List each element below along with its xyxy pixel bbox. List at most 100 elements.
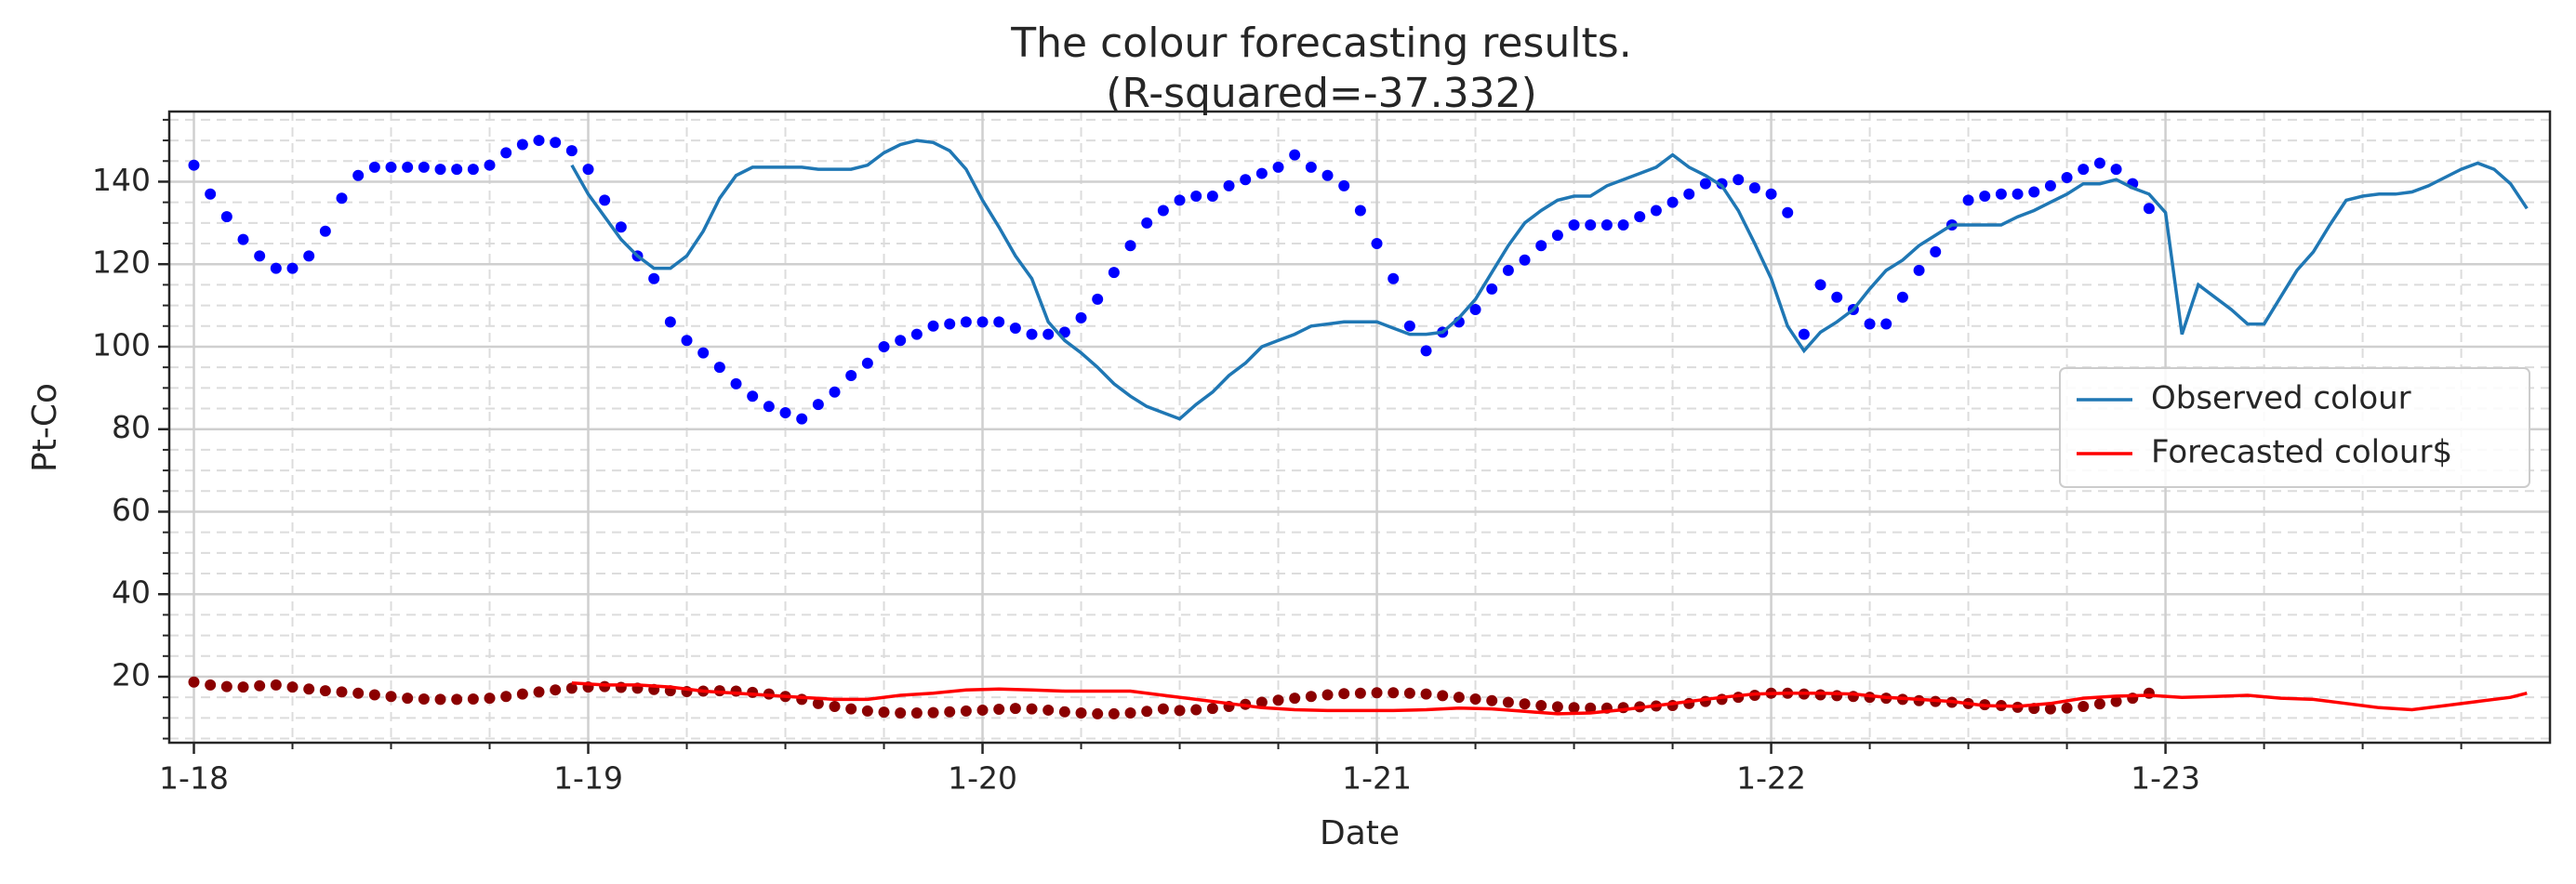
data-point [1453, 692, 1465, 704]
data-point [188, 676, 200, 688]
data-point [385, 161, 397, 173]
data-point [1650, 205, 1662, 217]
data-point [1585, 219, 1597, 231]
data-point [1009, 322, 1021, 334]
data-point [1437, 690, 1449, 702]
data-point [1486, 694, 1498, 706]
data-point [1782, 206, 1794, 218]
data-point [467, 164, 479, 176]
data-point [1255, 167, 1268, 179]
data-point [2143, 203, 2155, 215]
x-tick-label: 1-23 [2131, 760, 2200, 797]
data-point [1634, 211, 1646, 223]
data-point [1519, 698, 1531, 710]
data-point [352, 169, 365, 181]
data-point [2093, 698, 2105, 710]
data-point [878, 340, 890, 352]
data-point [1272, 161, 1284, 173]
legend-box [2059, 367, 2530, 488]
data-point [1075, 311, 1087, 323]
legend-label: Observed colour [2151, 380, 2411, 417]
data-point [713, 362, 725, 374]
data-point [1880, 318, 1892, 330]
data-point [188, 159, 200, 171]
data-point [1962, 194, 1974, 206]
data-point [368, 689, 380, 701]
data-point [861, 705, 873, 717]
data-point [1469, 304, 1481, 316]
data-point [927, 320, 939, 332]
data-point [205, 679, 217, 691]
data-point [763, 401, 775, 413]
data-point [220, 680, 232, 693]
data-point [1371, 238, 1383, 250]
data-point [1420, 345, 1432, 357]
data-point [1403, 320, 1415, 332]
data-point [516, 139, 528, 151]
data-point [451, 693, 463, 706]
data-point [220, 211, 232, 223]
data-point [550, 684, 562, 696]
data-point [1124, 240, 1136, 252]
data-point [484, 159, 496, 171]
data-point [2093, 157, 2105, 169]
data-point [1814, 279, 1826, 291]
data-point [237, 233, 249, 245]
data-point [927, 706, 939, 719]
data-point [1272, 694, 1284, 706]
data-point [237, 681, 249, 693]
data-point [910, 328, 923, 340]
data-point [1354, 205, 1366, 217]
data-point [1338, 688, 1350, 700]
data-point [697, 347, 710, 359]
y-tick-label: 20 [112, 656, 151, 693]
data-point [812, 399, 824, 411]
y-tick-label: 120 [92, 244, 151, 281]
x-tick-label: 1-18 [159, 760, 229, 797]
data-point [286, 681, 299, 693]
data-point [582, 164, 594, 176]
data-point [550, 137, 562, 149]
data-point [1568, 219, 1580, 231]
data-point [960, 705, 972, 717]
data-point [993, 316, 1005, 328]
data-point [1190, 704, 1202, 716]
data-point [1699, 178, 1711, 190]
data-point [434, 164, 446, 176]
data-point [1092, 707, 1104, 719]
data-point [1223, 179, 1235, 191]
x-axis-label: Date [1320, 814, 1400, 852]
data-point [1206, 190, 1218, 202]
x-tick-label: 1-20 [948, 760, 1017, 797]
data-point [319, 225, 331, 237]
y-tick-label: 40 [112, 574, 151, 611]
data-point [1157, 703, 1169, 715]
data-point [1716, 178, 1728, 190]
data-point [565, 145, 578, 157]
data-point [500, 147, 512, 159]
data-point [664, 316, 676, 328]
x-tick-label: 1-21 [1342, 760, 1412, 797]
data-point [1289, 149, 1301, 161]
data-point [2044, 703, 2056, 715]
data-point [1141, 217, 1153, 229]
data-point [615, 221, 627, 233]
data-point [1240, 174, 1252, 186]
data-point [270, 262, 282, 274]
data-point [533, 135, 545, 147]
data-point [385, 691, 397, 703]
data-point [796, 413, 808, 425]
data-point [254, 250, 266, 262]
data-point [1831, 690, 1843, 702]
data-point [1289, 693, 1301, 705]
data-point [812, 697, 824, 709]
y-tick-label: 80 [112, 409, 151, 445]
data-point [944, 318, 956, 330]
data-point [1748, 182, 1760, 194]
data-point [2061, 702, 2073, 714]
data-point [1535, 700, 1547, 712]
y-tick-label: 140 [92, 162, 151, 198]
data-point [402, 693, 414, 705]
data-point [1338, 179, 1350, 191]
